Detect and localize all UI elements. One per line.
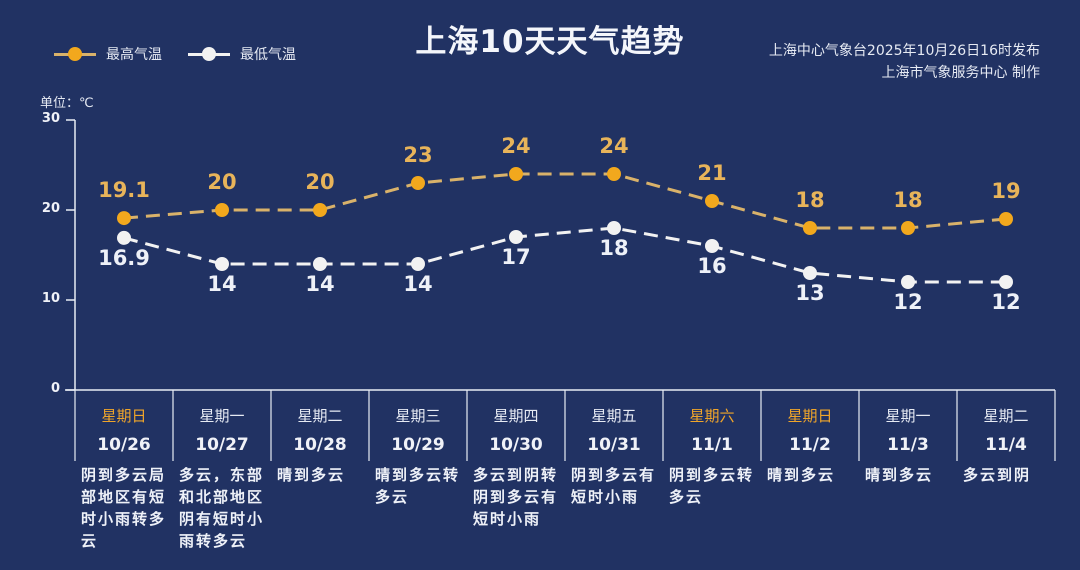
high-temp-label: 18	[795, 188, 825, 212]
low-temp-point	[901, 275, 915, 289]
weekday-label: 星期日	[101, 407, 147, 425]
low-temp-point	[313, 257, 327, 271]
date-label: 10/26	[97, 435, 151, 455]
high-temp-point	[509, 167, 523, 181]
day-column-header: 星期日 10/26	[75, 392, 173, 462]
high-temp-label: 18	[893, 188, 923, 212]
day-column-header: 星期四 10/30	[467, 392, 565, 462]
low-temp-point	[411, 257, 425, 271]
weather-description: 晴到多云	[865, 466, 934, 484]
weather-description: 多云到阴转阴到多云有短时小雨	[473, 466, 559, 528]
high-temp-point	[803, 221, 817, 235]
weekday-label: 星期六	[689, 407, 735, 425]
low-temp-label: 14	[403, 272, 433, 296]
weekday-label: 星期三	[395, 407, 441, 425]
weekday-label: 星期一	[199, 407, 245, 425]
day-column-header: 星期五 10/31	[565, 392, 663, 462]
chart-title: 上海10天天气趋势	[415, 24, 685, 60]
low-line-marker-icon	[188, 47, 230, 61]
y-tick-label: 10	[41, 291, 60, 306]
high-temp-point	[999, 212, 1013, 226]
day-column-header: 星期二 10/28	[271, 392, 369, 462]
weather-description: 阴到多云转多云	[669, 466, 755, 506]
day-column-header: 星期日 11/2	[761, 392, 859, 462]
high-temp-label: 20	[207, 170, 237, 194]
high-temp-label: 19.1	[98, 178, 150, 203]
low-temp-label: 16.9	[98, 245, 150, 270]
low-temp-point	[803, 266, 817, 280]
low-temp-point	[117, 230, 131, 245]
day-column-header: 星期三 10/29	[369, 392, 467, 462]
high-temp-point	[313, 203, 327, 217]
date-label: 10/28	[293, 435, 347, 455]
low-temp-label: 12	[991, 290, 1021, 314]
weekday-label: 星期四	[493, 407, 539, 425]
low-temp-point	[705, 239, 719, 253]
weather-description: 多云到阴	[963, 466, 1032, 484]
weekday-label: 星期二	[297, 407, 343, 425]
high-temp-label: 24	[501, 134, 531, 158]
date-label: 11/3	[887, 435, 929, 455]
high-temp-label: 21	[697, 161, 727, 185]
date-label: 11/1	[691, 435, 733, 455]
high-temp-label: 20	[305, 170, 335, 194]
issuer-info: 上海中心气象台2025年10月26日16时发布 上海市气象服务中心 制作	[769, 40, 1040, 84]
high-temp-point	[705, 194, 719, 208]
y-tick-label: 0	[50, 381, 60, 396]
high-temp-label: 23	[403, 143, 433, 167]
high-temp-point	[117, 211, 131, 226]
high-temp-label: 24	[599, 134, 629, 158]
legend: 最高气温 最低气温	[54, 44, 322, 64]
high-temp-label: 19	[991, 179, 1021, 203]
date-label: 11/4	[985, 435, 1027, 455]
low-temp-label: 14	[207, 272, 237, 296]
low-temp-label: 14	[305, 272, 335, 296]
weather-description: 阴到多云有短时小雨	[571, 466, 657, 506]
date-label: 10/27	[195, 435, 249, 455]
weather-description: 晴到多云	[767, 466, 836, 484]
y-tick-label: 30	[41, 111, 60, 126]
low-temp-point	[999, 275, 1013, 289]
day-column-header: 星期二 11/4	[957, 392, 1055, 462]
low-temp-point	[215, 257, 229, 271]
weather-description: 晴到多云转多云	[375, 466, 461, 506]
weekday-label: 星期日	[787, 407, 833, 425]
low-temp-label: 13	[795, 281, 825, 305]
legend-label-high: 最高气温	[106, 47, 162, 63]
legend-item-low: 最低气温	[188, 44, 296, 64]
low-temp-point	[607, 221, 621, 235]
low-temp-line	[123, 226, 1006, 284]
day-column-header: 星期六 11/1	[663, 392, 761, 462]
weather-description: 阴到多云局部地区有短时小雨转多云	[81, 466, 167, 550]
unit-label: 单位：℃	[40, 96, 94, 111]
weather-description: 多云，东部和北部地区阴有短时小雨转多云	[179, 466, 265, 550]
high-temp-point	[215, 203, 229, 217]
low-temp-label: 17	[501, 245, 531, 269]
high-temp-point	[607, 167, 621, 181]
issuer-line-1: 上海中心气象台2025年10月26日16时发布	[768, 43, 1040, 59]
weather-description: 晴到多云	[277, 466, 346, 484]
weekday-label: 星期一	[885, 407, 931, 425]
day-column-header: 星期一 11/3	[859, 392, 957, 462]
high-temp-point	[901, 221, 915, 235]
date-label: 10/29	[391, 435, 445, 455]
high-temp-point	[411, 176, 425, 190]
low-temp-label: 12	[893, 290, 923, 314]
legend-label-low: 最低气温	[240, 47, 296, 63]
date-label: 11/2	[789, 435, 831, 455]
date-label: 10/31	[587, 435, 641, 455]
low-temp-label: 18	[599, 236, 629, 260]
high-temp-line	[123, 172, 1007, 230]
weekday-label: 星期五	[591, 407, 637, 425]
low-temp-label: 16	[697, 254, 727, 278]
low-temp-point	[509, 230, 523, 244]
legend-item-high: 最高气温	[54, 44, 162, 64]
y-tick-label: 20	[41, 201, 60, 216]
issuer-line-2: 上海市气象服务中心 制作	[881, 65, 1040, 81]
date-label: 10/30	[489, 435, 543, 455]
high-line-marker-icon	[54, 47, 96, 61]
day-column-header: 星期一 10/27	[173, 392, 271, 462]
weekday-label: 星期二	[983, 407, 1029, 425]
